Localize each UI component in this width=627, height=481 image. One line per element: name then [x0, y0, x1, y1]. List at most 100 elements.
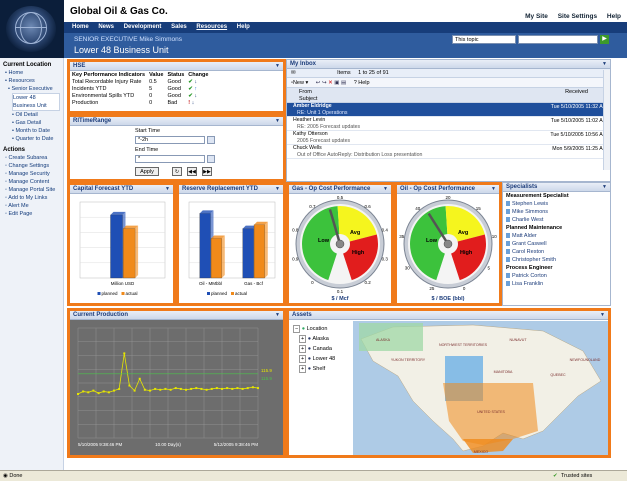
move-icon[interactable]: ▣: [334, 80, 340, 86]
nav-sales[interactable]: Sales: [171, 24, 187, 30]
action-edit-page[interactable]: ◦ Edit Page: [5, 211, 33, 217]
tree-item-lower48[interactable]: + ● Lower 48: [299, 355, 336, 363]
menu-icon[interactable]: ▼: [165, 186, 170, 192]
search-input[interactable]: [518, 35, 598, 44]
items-label: Items: [337, 70, 351, 76]
company-logo: [0, 0, 64, 58]
fast-forward-icon[interactable]: ▶▶: [202, 167, 212, 176]
map-label: ALASKA: [376, 338, 391, 342]
action-create-subarea[interactable]: ◦ Create Subarea: [5, 155, 48, 161]
main-nav: Home News Development Sales Resources He…: [64, 22, 627, 33]
zone-label: Low: [426, 238, 438, 244]
zone-label: Avg: [458, 230, 468, 236]
tick-label: 0.1: [337, 289, 344, 294]
start-time-input[interactable]: *-2h: [135, 136, 205, 144]
action-manage-security[interactable]: ◦ Manage Security: [5, 171, 50, 177]
list-item[interactable]: Lisa Franklin: [503, 280, 610, 288]
help-link[interactable]: Help: [606, 13, 621, 20]
calendar-icon[interactable]: [207, 136, 215, 144]
menu-icon[interactable]: ▼: [275, 118, 280, 124]
nav-link-lower48[interactable]: Lower 48 Business Unit: [12, 93, 60, 111]
menu-icon[interactable]: ▼: [275, 63, 280, 69]
menu-icon[interactable]: ▼: [600, 312, 605, 318]
action-alert-me[interactable]: ◦ Alert Me: [5, 203, 29, 209]
list-item[interactable]: Kathy Otterson Tue 5/10/2005 10:56 AM 200…: [287, 131, 610, 145]
arrow-down-icon: ↓: [194, 79, 198, 85]
menu-icon[interactable]: ▼: [275, 186, 280, 192]
list-item[interactable]: Mike Simmons: [503, 208, 610, 216]
calendar-icon[interactable]: [207, 155, 215, 163]
menu-icon[interactable]: ▼: [383, 186, 388, 192]
asset-tree: − ● Location + ● Alaska + ● Canada + ● L…: [293, 324, 335, 374]
nav-link-home[interactable]: • Home: [5, 70, 24, 76]
nav-link-gas-detail[interactable]: • Gas Detail: [12, 120, 42, 126]
end-time-input[interactable]: *: [135, 155, 205, 163]
list-item[interactable]: Carol Reston: [503, 248, 610, 256]
tree-root[interactable]: − ● Location: [293, 325, 328, 333]
list-item[interactable]: Grant Caswell: [503, 240, 610, 248]
tree-item-shelf[interactable]: + ● Shelf: [299, 365, 326, 373]
action-add-to-my-links[interactable]: ◦ Add to My Links: [5, 195, 48, 201]
print-icon[interactable]: ▤: [340, 80, 347, 86]
refresh-icon[interactable]: ↻: [172, 167, 182, 176]
menu-icon[interactable]: ▼: [491, 186, 496, 192]
action-manage-content[interactable]: ◦ Manage Content: [5, 179, 50, 185]
list-item[interactable]: Matt Alder: [503, 232, 610, 240]
help-button[interactable]: ? Help: [353, 80, 370, 86]
col-from[interactable]: From: [299, 89, 312, 95]
menu-icon[interactable]: ▼: [275, 312, 280, 318]
reply-icon[interactable]: ↩: [315, 80, 321, 86]
list-item[interactable]: Chuck Wells Mon 5/9/2005 11:25 AM Out of …: [287, 145, 610, 159]
nav-link-month-to-date[interactable]: • Month to Date: [12, 128, 51, 134]
nav-help[interactable]: Help: [236, 24, 250, 30]
apply-button[interactable]: Apply: [135, 167, 159, 176]
globe-icon: ●: [307, 366, 312, 372]
col-received[interactable]: Received: [565, 89, 588, 95]
rewind-icon[interactable]: ◀◀: [187, 167, 197, 176]
list-item[interactable]: Charlie West: [503, 216, 610, 224]
category-label: Oil - MMbbl: [199, 281, 222, 286]
page-title: Lower 48 Business Unit: [74, 45, 169, 55]
nav-link-resources[interactable]: • Resources: [5, 78, 35, 84]
tick-label: 0.4: [382, 227, 389, 232]
my-site-link[interactable]: My Site: [525, 13, 548, 20]
bar-top: [211, 235, 225, 239]
menu-icon[interactable]: ▼: [602, 184, 607, 190]
search-go-button[interactable]: ▶: [600, 35, 609, 44]
data-point: [102, 390, 105, 393]
x-end-label: 5/12/2005 9:38:46 PM: [214, 442, 259, 447]
legend-value: 115.9: [261, 368, 272, 373]
action-change-settings[interactable]: ◦ Change Settings: [5, 163, 50, 169]
nav-home[interactable]: Home: [72, 24, 89, 30]
list-item[interactable]: Stephen Lewis: [503, 200, 610, 208]
menu-icon[interactable]: ▼: [602, 61, 607, 67]
nav-link-senior-executive[interactable]: • Senior Executive: [8, 86, 53, 92]
ie-icon: ◉: [3, 473, 8, 479]
action-manage-portal-site[interactable]: ◦ Manage Portal Site: [5, 187, 56, 193]
list-item[interactable]: Patrick Corton: [503, 272, 610, 280]
forward-icon[interactable]: ↪: [321, 80, 327, 86]
nav-link-quarter-to-date[interactable]: • Quarter to Date: [12, 136, 54, 142]
delete-icon[interactable]: ✕: [328, 80, 333, 86]
search-scope-select[interactable]: This topic: [452, 35, 516, 44]
site-settings-link[interactable]: Site Settings: [557, 13, 598, 20]
timerange-header: RITimeRange ▼: [70, 117, 283, 126]
col-subject[interactable]: Subject: [299, 96, 318, 102]
list-item[interactable]: Heather Levin Tue 5/10/2005 11:02 AM RE: …: [287, 117, 610, 131]
bar-top: [110, 211, 126, 215]
nav-resources[interactable]: Resources: [196, 24, 228, 30]
list-item[interactable]: Christopher Smith: [503, 256, 610, 264]
production-trend-chart: 115.9 115.9 5/10/2005 9:38:46 PM 10.00 Day(…: [70, 320, 283, 455]
list-item[interactable]: Amber Eldridge Tue 5/10/2005 11:32 AM RE:…: [287, 103, 610, 117]
person-icon: [506, 201, 510, 207]
nav-link-oil-detail[interactable]: • Oil Detail: [12, 112, 38, 118]
new-button[interactable]: ▫New ▾: [291, 80, 309, 86]
nav-news[interactable]: News: [98, 24, 115, 30]
nav-development[interactable]: Development: [123, 24, 162, 30]
asset-map[interactable]: ALASKA NORTHWEST TERRITORIES NUNAVUT YUKON …: [353, 321, 608, 455]
bar-side: [135, 225, 139, 278]
tree-item-alaska[interactable]: + ● Alaska: [299, 335, 329, 343]
tree-item-canada[interactable]: + ● Canada: [299, 345, 332, 353]
category-label: Gas - Bcf: [244, 281, 264, 286]
inbox-scrollbar[interactable]: [603, 70, 610, 170]
